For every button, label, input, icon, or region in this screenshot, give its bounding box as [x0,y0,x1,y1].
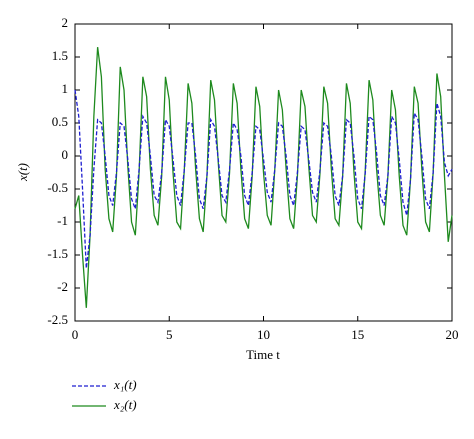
x-axis-label: Time t [246,347,280,362]
series-line [74,89,453,269]
y-axis-label: x(t) [15,163,30,182]
y-tick-label: 1.5 [52,48,68,63]
x-tick-label: 5 [166,327,173,342]
x-tick-label: 0 [72,327,79,342]
y-tick-label: -0.5 [47,180,68,195]
x-tick-label: 10 [257,327,270,342]
x-tick-label: 15 [351,327,364,342]
y-tick-label: -2 [57,279,68,294]
x-tick-label: 20 [446,327,459,342]
y-tick-label: -1 [57,213,68,228]
y-tick-label: -2.5 [47,312,68,327]
y-tick-label: 0 [62,147,69,162]
series-line [74,47,453,308]
y-tick-label: 2 [62,15,69,30]
legend-label: x₁(t) [113,377,137,392]
y-tick-label: 0.5 [52,114,68,129]
legend-label: x₂(t) [113,397,137,412]
y-tick-label: 1 [62,81,69,96]
y-tick-label: -1.5 [47,246,68,261]
